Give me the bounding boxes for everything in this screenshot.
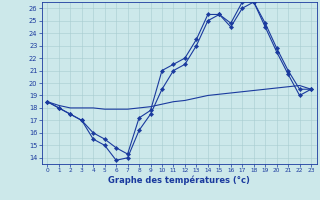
- X-axis label: Graphe des températures (°c): Graphe des températures (°c): [108, 176, 250, 185]
